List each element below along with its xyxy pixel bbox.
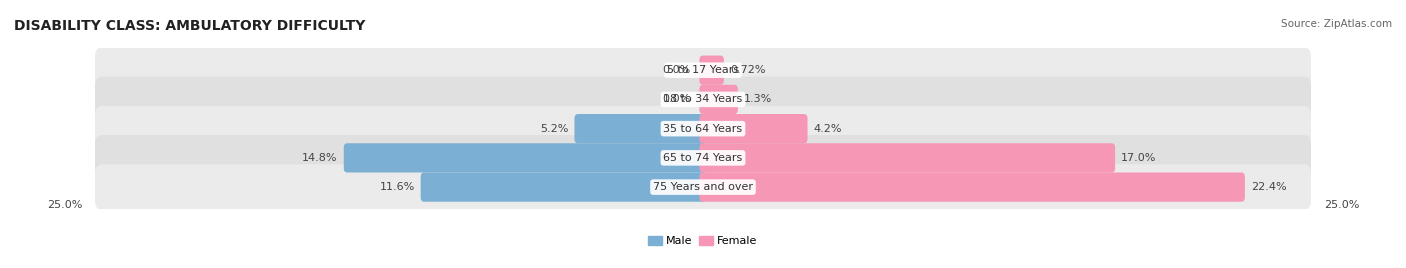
FancyBboxPatch shape (699, 173, 1244, 202)
Text: 0.0%: 0.0% (662, 94, 690, 105)
Text: 18 to 34 Years: 18 to 34 Years (664, 94, 742, 105)
Text: 25.0%: 25.0% (46, 200, 83, 210)
FancyBboxPatch shape (699, 143, 1115, 173)
FancyBboxPatch shape (96, 135, 1310, 181)
Legend: Male, Female: Male, Female (647, 234, 759, 248)
Text: 14.8%: 14.8% (302, 153, 337, 163)
Text: 0.72%: 0.72% (730, 65, 765, 75)
Text: Source: ZipAtlas.com: Source: ZipAtlas.com (1281, 19, 1392, 29)
FancyBboxPatch shape (343, 143, 707, 173)
FancyBboxPatch shape (96, 47, 1310, 93)
Text: 5 to 17 Years: 5 to 17 Years (666, 65, 740, 75)
Text: 4.2%: 4.2% (814, 124, 842, 134)
FancyBboxPatch shape (699, 85, 738, 114)
FancyBboxPatch shape (699, 55, 724, 85)
FancyBboxPatch shape (96, 77, 1310, 122)
Text: 0.0%: 0.0% (662, 65, 690, 75)
FancyBboxPatch shape (96, 106, 1310, 151)
Text: DISABILITY CLASS: AMBULATORY DIFFICULTY: DISABILITY CLASS: AMBULATORY DIFFICULTY (14, 19, 366, 33)
Text: 25.0%: 25.0% (1323, 200, 1360, 210)
Text: 65 to 74 Years: 65 to 74 Years (664, 153, 742, 163)
FancyBboxPatch shape (420, 173, 707, 202)
Text: 5.2%: 5.2% (540, 124, 568, 134)
Text: 35 to 64 Years: 35 to 64 Years (664, 124, 742, 134)
Text: 11.6%: 11.6% (380, 182, 415, 192)
Text: 75 Years and over: 75 Years and over (652, 182, 754, 192)
FancyBboxPatch shape (575, 114, 707, 143)
FancyBboxPatch shape (96, 164, 1310, 210)
Text: 1.3%: 1.3% (744, 94, 772, 105)
Text: 22.4%: 22.4% (1251, 182, 1286, 192)
Text: 17.0%: 17.0% (1121, 153, 1157, 163)
FancyBboxPatch shape (699, 114, 807, 143)
